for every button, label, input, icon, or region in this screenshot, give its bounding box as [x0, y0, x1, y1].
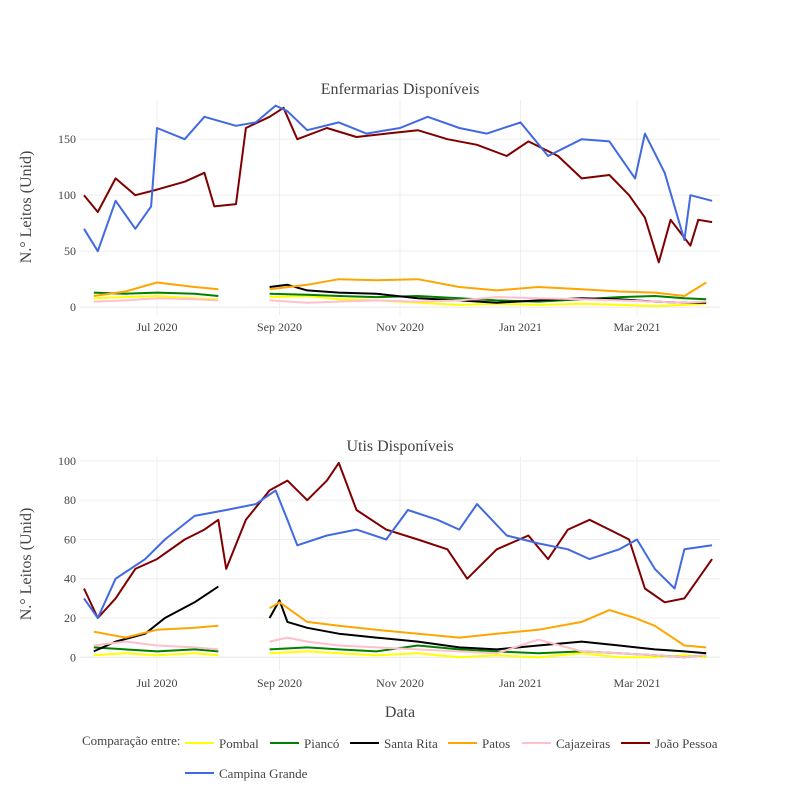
plot-area: 0 20 40 60 80 100 Jul 2020 Sep 2020 Nov 2020 Jan …: [58, 454, 720, 690]
chart-title: Enfermarias Disponíveis: [321, 81, 480, 98]
x-tick-label: Sep 2020: [257, 320, 302, 334]
series-line-joão-pessoa: [83, 106, 713, 264]
y-tick-label: 50: [64, 244, 76, 258]
series-line-campina-grande: [83, 489, 713, 619]
y-tick-label: 100: [58, 188, 76, 202]
legend-label: Piancó: [304, 736, 339, 751]
series-line-patos: [93, 278, 707, 297]
x-tick-label: Jan 2021: [499, 676, 542, 690]
x-tick-label: Sep 2020: [257, 676, 302, 690]
y-axis-label: N.° Leitos (Unid): [18, 508, 35, 621]
y-tick-label: 60: [64, 532, 76, 546]
subplot-enfermarias: Enfermarias Disponíveis N.° Leitos (Unid…: [18, 81, 720, 334]
legend-title: Comparação entre:: [82, 733, 181, 748]
plot-area: 0 50 100 150 Jul 2020 Sep 2020 Nov 2020 Jan 202…: [58, 100, 720, 334]
series-line-campina-grande: [83, 104, 713, 253]
y-tick-label: 0: [70, 300, 76, 314]
legend-label: Cajazeiras: [556, 736, 610, 751]
x-axis-label: Data: [385, 704, 415, 721]
x-tick-label: Mar 2021: [614, 676, 661, 690]
legend-label: Santa Rita: [384, 736, 438, 751]
legend-label: Pombal: [219, 736, 259, 751]
series-line-pombal: [93, 650, 707, 659]
subplot-utis: Utis Disponíveis N.° Leitos (Unid) 0 20 40…: [18, 438, 720, 721]
series-line-cajazeiras: [93, 636, 707, 659]
x-tick-label: Nov 2020: [376, 676, 424, 690]
x-tick-label: Jan 2021: [499, 320, 542, 334]
x-tick-label: Jul 2020: [137, 676, 178, 690]
y-tick-label: 80: [64, 493, 76, 507]
series-line-pombal: [93, 295, 707, 307]
x-tick-label: Nov 2020: [376, 320, 424, 334]
y-tick-label: 0: [70, 650, 76, 664]
y-tick-label: 40: [64, 572, 76, 586]
series-line-patos: [93, 601, 707, 649]
y-axis-label: N.° Leitos (Unid): [18, 151, 35, 264]
series-line-cajazeiras: [93, 296, 707, 304]
series-line-joão-pessoa: [83, 461, 713, 619]
y-tick-label: 150: [58, 132, 76, 146]
x-tick-label: Jul 2020: [137, 320, 178, 334]
legend-label: João Pessoa: [655, 736, 718, 751]
y-tick-label: 100: [58, 454, 76, 468]
y-tick-label: 20: [64, 611, 76, 625]
chart-title: Utis Disponíveis: [346, 438, 453, 455]
legend-label: Campina Grande: [219, 766, 308, 781]
legend: Comparação entre: Pombal Piancó Santa Rita…: [82, 733, 718, 781]
legend-label: Patos: [482, 736, 510, 751]
x-tick-label: Mar 2021: [614, 320, 661, 334]
